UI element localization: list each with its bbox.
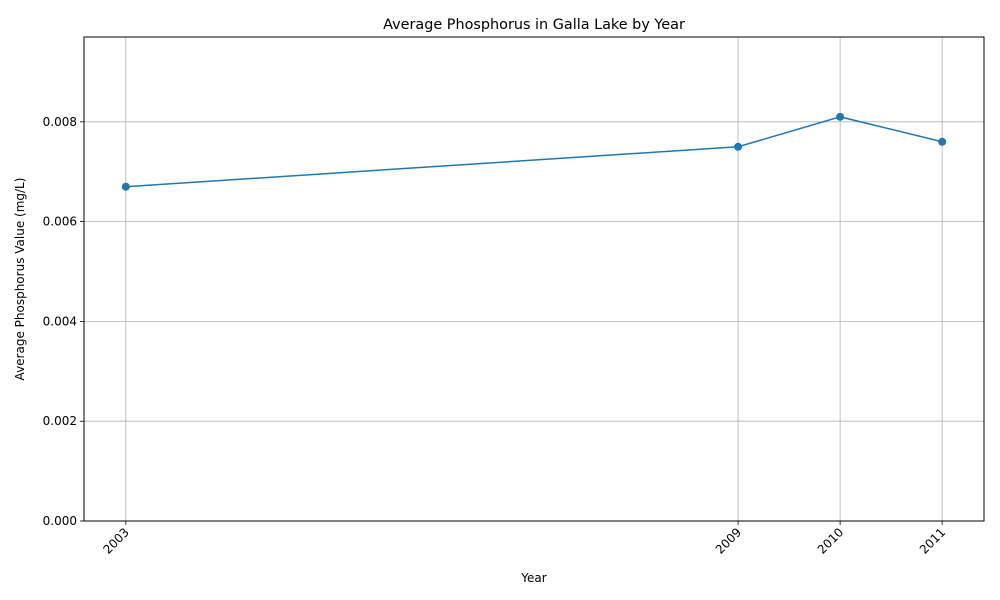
y-axis-label: Average Phosphorus Value (mg/L) bbox=[13, 178, 27, 381]
data-series bbox=[121, 112, 947, 191]
y-tick-label: 0.008 bbox=[43, 115, 77, 129]
data-point bbox=[938, 137, 947, 146]
y-tick-label: 0.006 bbox=[43, 215, 77, 229]
plot-frame bbox=[83, 36, 985, 522]
data-point bbox=[734, 142, 743, 151]
series-line bbox=[125, 116, 943, 188]
data-point bbox=[836, 112, 845, 121]
y-tick-label: 0.000 bbox=[43, 514, 77, 528]
data-point bbox=[121, 182, 130, 191]
y-tick-label: 0.002 bbox=[43, 414, 77, 428]
chart-title: Average Phosphorus in Galla Lake by Year bbox=[383, 17, 685, 33]
y-tick-label: 0.004 bbox=[43, 314, 77, 328]
x-axis-label: Year bbox=[520, 571, 546, 585]
